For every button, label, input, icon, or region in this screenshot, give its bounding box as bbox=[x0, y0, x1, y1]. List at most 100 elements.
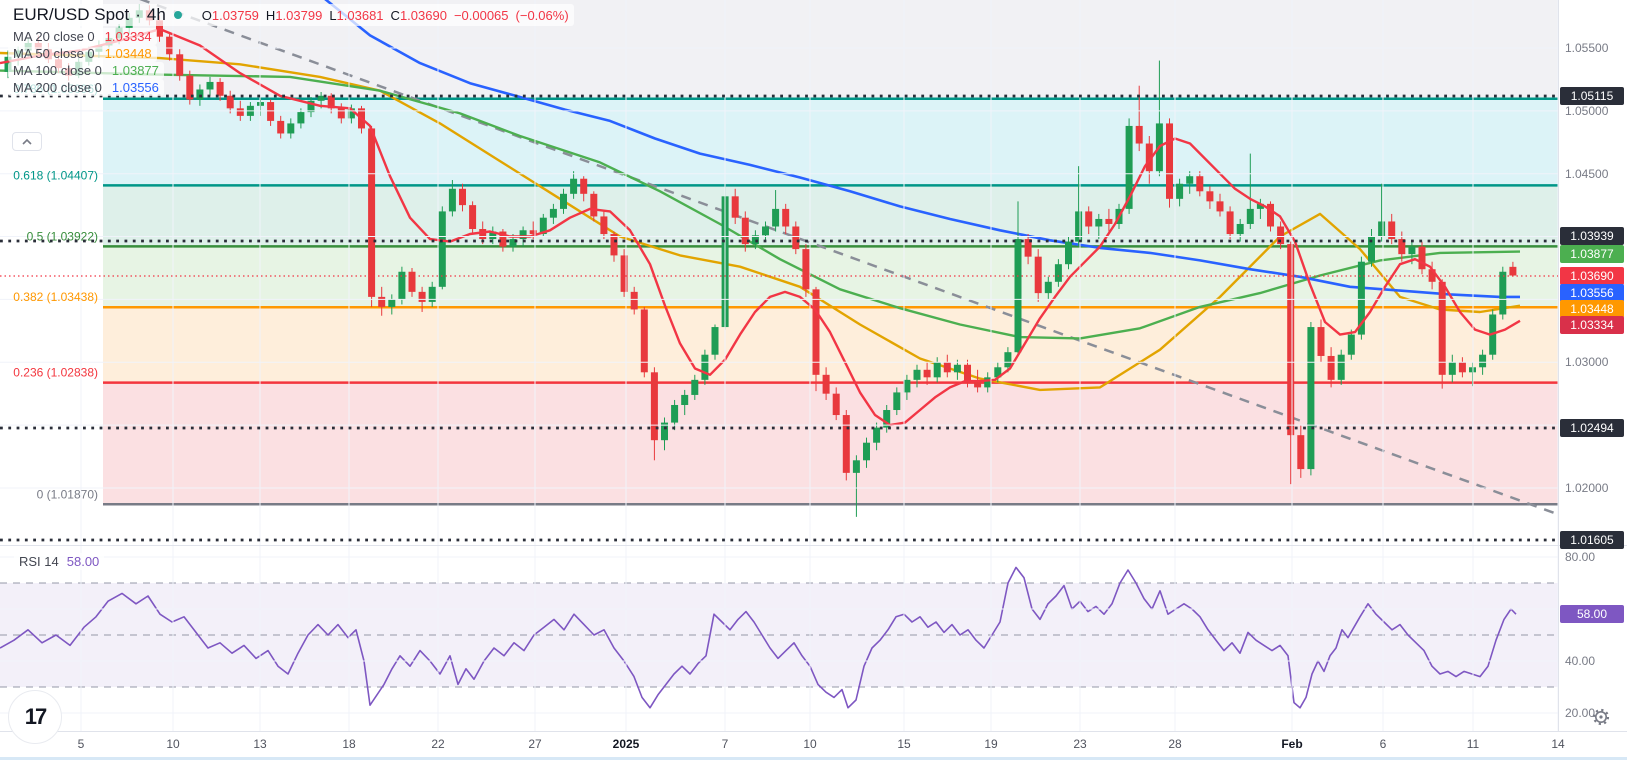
candle[interactable] bbox=[1408, 246, 1416, 255]
candle[interactable] bbox=[1337, 354, 1345, 380]
candle[interactable] bbox=[1327, 355, 1335, 380]
candle[interactable] bbox=[176, 54, 184, 76]
timezone-settings-button[interactable] bbox=[1588, 706, 1614, 728]
ma-legend-row[interactable]: MA 200 close 0 1.03556 bbox=[8, 79, 164, 96]
candle[interactable] bbox=[933, 362, 941, 378]
price-axis-label[interactable]: 20.00 bbox=[1565, 706, 1595, 720]
time-axis-label[interactable]: 10 bbox=[803, 737, 817, 751]
ma-legend-row[interactable]: MA 100 close 0 1.03877 bbox=[8, 62, 164, 79]
candle[interactable] bbox=[1317, 327, 1325, 356]
candle[interactable] bbox=[206, 81, 214, 90]
candle[interactable] bbox=[883, 410, 891, 428]
candle[interactable] bbox=[1347, 334, 1355, 355]
candle[interactable] bbox=[1458, 362, 1466, 373]
candle[interactable] bbox=[974, 382, 982, 388]
candle[interactable] bbox=[469, 205, 477, 230]
candle[interactable] bbox=[994, 367, 1002, 378]
candle[interactable] bbox=[1044, 281, 1052, 294]
rsi-legend[interactable]: RSI 14 58.00 bbox=[14, 553, 105, 570]
ma200-line[interactable] bbox=[324, 0, 1520, 299]
time-axis-label[interactable]: 6 bbox=[1380, 737, 1387, 751]
candle[interactable] bbox=[398, 271, 406, 300]
candle[interactable] bbox=[691, 379, 699, 395]
candle[interactable] bbox=[1256, 203, 1264, 209]
candle[interactable] bbox=[1216, 201, 1224, 212]
candle[interactable] bbox=[640, 309, 648, 373]
candle[interactable] bbox=[1357, 261, 1365, 335]
candle[interactable] bbox=[1398, 239, 1406, 255]
candle[interactable] bbox=[1166, 123, 1173, 199]
candle[interactable] bbox=[943, 362, 951, 373]
time-axis-label[interactable]: 14 bbox=[1551, 737, 1565, 751]
candle[interactable] bbox=[337, 108, 345, 119]
candle[interactable] bbox=[711, 327, 719, 355]
ma50-line[interactable] bbox=[0, 51, 1521, 392]
candle[interactable] bbox=[1135, 125, 1143, 144]
time-axis-label[interactable]: 5 bbox=[78, 737, 85, 751]
candle[interactable] bbox=[196, 89, 204, 100]
candle[interactable] bbox=[1277, 226, 1285, 245]
candle[interactable] bbox=[731, 196, 739, 218]
candle[interactable] bbox=[1297, 435, 1305, 470]
candle[interactable] bbox=[1004, 352, 1012, 368]
candle[interactable] bbox=[863, 442, 870, 461]
candle[interactable] bbox=[287, 123, 295, 134]
candle[interactable] bbox=[873, 427, 881, 443]
candle[interactable] bbox=[1226, 211, 1234, 235]
candle[interactable] bbox=[1125, 125, 1133, 209]
candle[interactable] bbox=[307, 100, 315, 113]
candle[interactable] bbox=[681, 394, 689, 405]
candle[interactable] bbox=[1095, 218, 1103, 227]
candle[interactable] bbox=[1024, 239, 1032, 257]
candle[interactable] bbox=[832, 393, 840, 416]
candle[interactable] bbox=[297, 112, 305, 124]
time-axis-label[interactable]: 15 bbox=[897, 737, 911, 751]
candle[interactable] bbox=[347, 108, 355, 119]
candle[interactable] bbox=[1287, 244, 1295, 436]
candle[interactable] bbox=[448, 188, 456, 212]
candle[interactable] bbox=[903, 379, 911, 393]
timeframe-label[interactable]: 4h bbox=[146, 5, 166, 24]
candle[interactable] bbox=[1145, 143, 1153, 172]
candle[interactable] bbox=[1438, 281, 1446, 375]
candle[interactable] bbox=[842, 415, 850, 473]
candle[interactable] bbox=[519, 230, 527, 240]
candle[interactable] bbox=[539, 217, 547, 235]
candle[interactable] bbox=[1509, 266, 1517, 276]
time-axis-label[interactable]: 18 bbox=[342, 737, 356, 751]
candle[interactable] bbox=[1368, 236, 1375, 262]
candle[interactable] bbox=[1206, 191, 1214, 202]
price-axis-label[interactable]: 1.03000 bbox=[1565, 355, 1609, 369]
price-axis-label[interactable]: 1.05500 bbox=[1565, 41, 1609, 55]
rsi-line[interactable] bbox=[0, 566, 1517, 709]
candle[interactable] bbox=[529, 230, 537, 235]
candle[interactable] bbox=[953, 364, 961, 373]
time-axis-label[interactable]: 27 bbox=[528, 737, 542, 751]
candle[interactable] bbox=[913, 369, 921, 380]
candle[interactable] bbox=[1075, 211, 1083, 242]
candle[interactable] bbox=[166, 36, 174, 55]
candle[interactable] bbox=[428, 286, 436, 302]
candle[interactable] bbox=[1105, 218, 1113, 224]
candle[interactable] bbox=[852, 460, 860, 473]
candle[interactable] bbox=[216, 81, 224, 96]
candle[interactable] bbox=[650, 372, 658, 441]
candle[interactable] bbox=[560, 193, 567, 209]
timeline-scrollbar[interactable] bbox=[0, 757, 1627, 760]
candle[interactable] bbox=[792, 226, 800, 250]
candle[interactable] bbox=[1236, 223, 1244, 235]
candle[interactable] bbox=[620, 255, 628, 292]
time-axis-label[interactable]: 28 bbox=[1168, 737, 1182, 751]
candle[interactable] bbox=[923, 369, 931, 378]
legend-collapse-button[interactable] bbox=[12, 132, 42, 151]
candle[interactable] bbox=[1418, 246, 1426, 270]
candle[interactable] bbox=[368, 128, 376, 297]
candle[interactable] bbox=[762, 226, 769, 236]
time-axis-label[interactable]: Feb bbox=[1281, 737, 1302, 751]
candle[interactable] bbox=[1196, 176, 1204, 192]
price-axis-label[interactable]: 1.05000 bbox=[1565, 104, 1609, 118]
candle[interactable] bbox=[822, 374, 830, 394]
time-axis-label[interactable]: 11 bbox=[1467, 737, 1480, 751]
time-axis-label[interactable]: 22 bbox=[431, 737, 445, 751]
